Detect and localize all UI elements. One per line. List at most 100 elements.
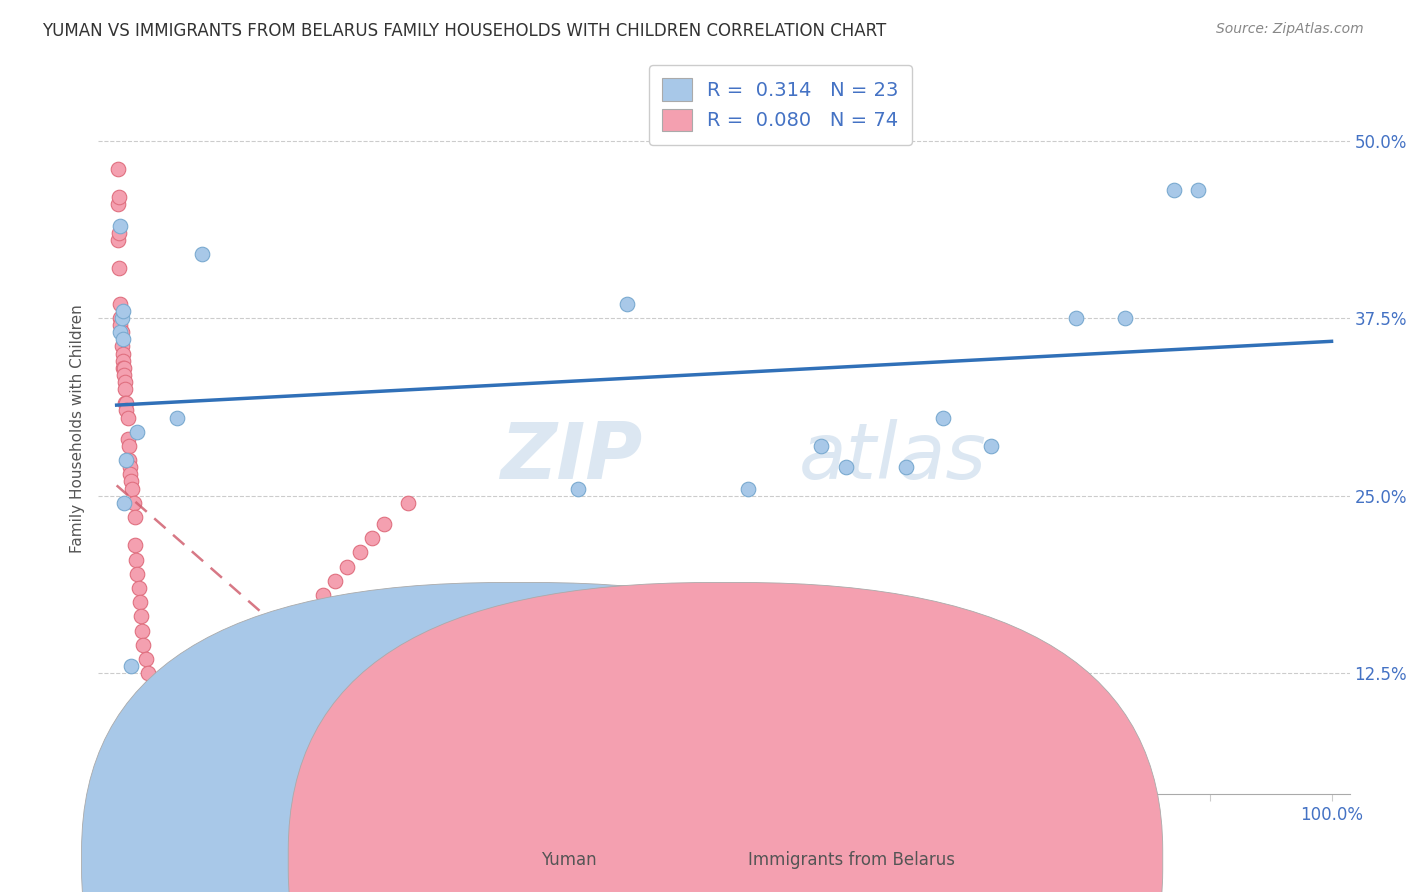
Point [112, 360, 135, 375]
Point [1114, 311, 1136, 326]
Text: Source: ZipAtlas.com: Source: ZipAtlas.com [1216, 22, 1364, 37]
Point [118, 439, 141, 453]
Point [110, 219, 132, 233]
Point [163, 772, 186, 787]
Point [110, 318, 132, 333]
Text: YUMAN VS IMMIGRANTS FROM BELARUS FAMILY HOUSEHOLDS WITH CHILDREN CORRELATION CHA: YUMAN VS IMMIGRANTS FROM BELARUS FAMILY … [42, 22, 886, 40]
Point [152, 737, 174, 751]
Point [1163, 183, 1185, 197]
Point [166, 410, 188, 425]
Point [834, 460, 856, 475]
Point [110, 311, 132, 326]
Point [127, 566, 149, 581]
Point [118, 453, 141, 467]
Point [129, 609, 152, 624]
Text: Immigrants from Belarus: Immigrants from Belarus [748, 851, 955, 869]
Point [120, 475, 142, 489]
Point [111, 332, 134, 346]
Point [373, 516, 395, 531]
Point [110, 326, 132, 340]
Point [114, 375, 136, 389]
Point [145, 708, 167, 723]
Point [190, 247, 212, 261]
Point [115, 396, 138, 410]
Point [122, 496, 145, 510]
Point [221, 695, 243, 709]
Point [111, 360, 134, 375]
Point [117, 410, 139, 425]
Point [117, 432, 139, 446]
Point [115, 453, 138, 467]
Point [263, 645, 285, 659]
Point [567, 482, 589, 496]
Text: ZIP: ZIP [501, 419, 643, 495]
Point [179, 744, 201, 758]
Point [1066, 311, 1088, 326]
Point [108, 261, 131, 276]
Point [139, 681, 162, 695]
Point [239, 673, 262, 688]
Point [810, 439, 832, 453]
Point [208, 708, 231, 723]
Point [114, 382, 136, 396]
Point [121, 482, 143, 496]
Text: Yuman: Yuman [541, 851, 598, 869]
Point [190, 730, 212, 744]
Point [111, 304, 134, 318]
Point [737, 482, 759, 496]
Point [226, 688, 249, 702]
Point [276, 631, 298, 645]
Point [155, 751, 177, 765]
Point [112, 368, 135, 382]
Point [132, 638, 155, 652]
Point [115, 403, 138, 417]
Point [396, 496, 419, 510]
Point [110, 311, 132, 326]
Point [252, 659, 274, 673]
Point [107, 197, 129, 211]
Point [135, 652, 157, 666]
Point [336, 559, 359, 574]
Point [148, 723, 170, 737]
Point [142, 695, 165, 709]
Point [118, 467, 141, 482]
Point [128, 581, 150, 595]
Point [197, 723, 219, 737]
Point [932, 410, 955, 425]
Point [896, 460, 918, 475]
Point [110, 339, 132, 353]
Point [349, 545, 371, 559]
Point [107, 233, 129, 247]
Point [108, 190, 131, 204]
Y-axis label: Family Households with Children: Family Households with Children [69, 304, 84, 552]
Point [136, 666, 159, 681]
Point [312, 588, 335, 602]
Point [202, 715, 225, 730]
Point [299, 602, 322, 616]
Point [110, 326, 132, 340]
Point [112, 496, 135, 510]
Point [323, 574, 346, 588]
Point [125, 552, 148, 566]
Point [118, 460, 141, 475]
Point [131, 624, 153, 638]
Point [980, 439, 1002, 453]
Point [128, 595, 150, 609]
Point [111, 346, 134, 360]
Point [215, 701, 238, 715]
Point [166, 761, 188, 775]
Point [172, 751, 194, 765]
Point [114, 396, 136, 410]
Point [124, 538, 146, 552]
Point [111, 353, 134, 368]
Point [127, 425, 149, 439]
Point [288, 616, 311, 631]
Point [110, 297, 132, 311]
Point [616, 297, 638, 311]
Point [184, 737, 207, 751]
Point [1187, 183, 1209, 197]
Point [120, 659, 142, 673]
Point [108, 226, 131, 240]
Point [107, 161, 129, 176]
Point [160, 765, 183, 780]
